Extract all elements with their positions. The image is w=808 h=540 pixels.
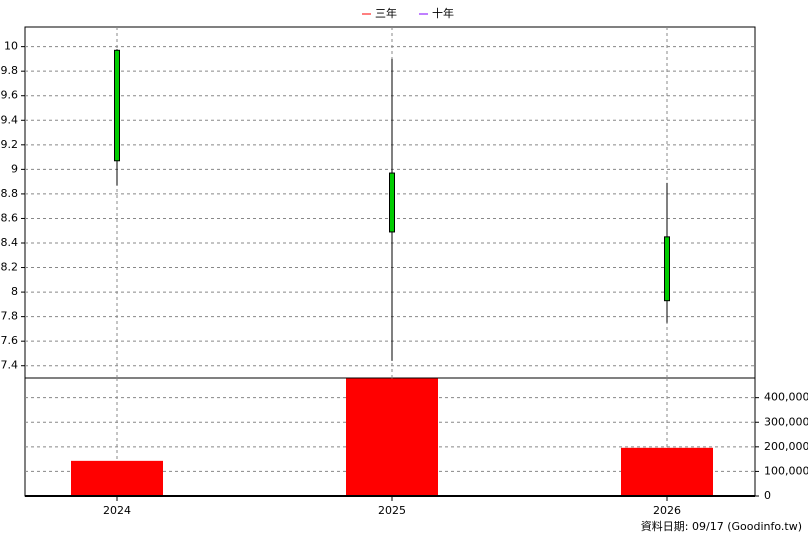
candle-body [664,236,670,302]
y-tick-label: 300,000 [764,415,808,428]
y-tick-label: 9.4 [1,113,19,126]
candle-body [114,49,120,162]
y-tick-label: 200,000 [764,440,808,453]
footer: 資料日期: 09/17 (Goodinfo.tw) [641,519,802,533]
x-tick-label: 2025 [378,504,406,517]
y-tick-label: 400,000 [764,391,808,404]
y-tick-label: 7.6 [1,334,19,347]
y-tick-label: 9.2 [1,138,19,151]
y-tick-label: 9.8 [1,64,19,77]
legend-label: 三年 [375,6,397,20]
y-tick-label: 9 [11,162,18,175]
y-tick-label: 8.6 [1,211,19,224]
y-tick-label: 8.8 [1,187,19,200]
y-tick-label: 7.8 [1,310,19,323]
y-tick-label: 10 [4,40,18,53]
y-tick-label: 8.2 [1,261,19,274]
y-tick-label: 9.6 [1,89,19,102]
y-tick-label: 8 [11,285,18,298]
legend-label: 十年 [432,6,454,20]
y-tick-label: 8.4 [1,236,19,249]
y-tick-label: 7.4 [1,359,19,372]
bar [71,460,163,496]
bar [621,447,713,496]
x-tick-label: 2024 [103,504,131,517]
candle-body [389,172,395,233]
x-tick-label: 2026 [653,504,681,517]
y-tick-label: 100,000 [764,464,808,477]
y-tick-label: 0 [764,489,771,502]
bar [346,378,438,496]
